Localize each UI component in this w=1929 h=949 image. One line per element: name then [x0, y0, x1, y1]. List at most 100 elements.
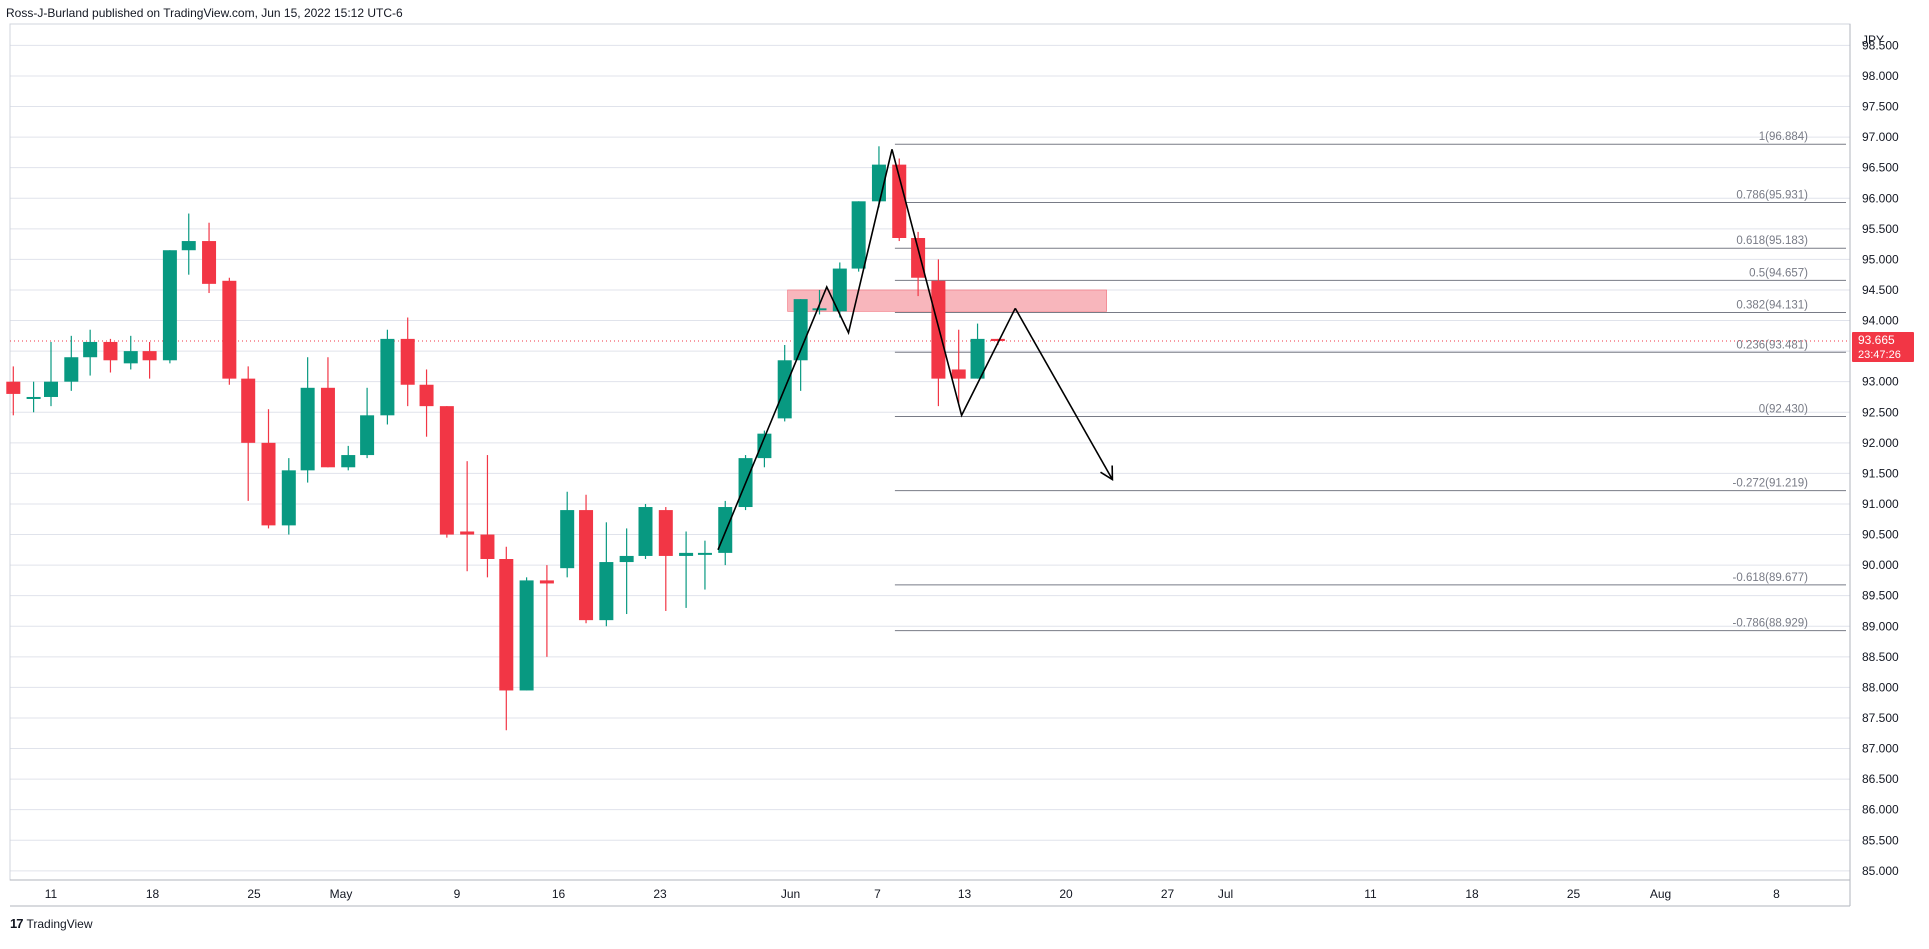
candle-up — [619, 555, 634, 563]
candle-up — [599, 562, 614, 621]
candle-up — [181, 241, 196, 251]
y-tick-label: 88.500 — [1862, 650, 1899, 664]
x-tick-label: 27 — [1161, 887, 1175, 901]
y-tick-label: 90.000 — [1862, 558, 1899, 572]
currency-label: JPY — [1862, 33, 1884, 47]
tradingview-footer[interactable]: 17 TradingView — [10, 916, 93, 931]
candle-down — [419, 384, 434, 407]
candle-up — [281, 470, 296, 526]
x-tick-label: 23 — [653, 887, 667, 901]
y-tick-label: 92.500 — [1862, 405, 1899, 419]
candle-up — [64, 357, 79, 382]
candle-down — [951, 369, 966, 379]
fib-level-label: 0(92.430) — [1759, 404, 1808, 416]
y-tick-label: 96.500 — [1862, 161, 1899, 175]
candle-down — [480, 534, 495, 559]
y-tick-label: 87.500 — [1862, 711, 1899, 725]
candle-up — [44, 381, 58, 397]
y-tick-label: 89.500 — [1862, 589, 1899, 603]
candle-up — [812, 308, 827, 311]
fib-level-label: 0.786(95.931) — [1736, 189, 1808, 201]
candle-up — [360, 415, 375, 456]
y-tick-label: 89.000 — [1862, 619, 1899, 633]
y-tick-label: 96.000 — [1862, 191, 1899, 205]
x-tick-label: 11 — [45, 887, 58, 901]
candle-down — [539, 580, 554, 584]
candle-down — [320, 387, 335, 468]
candle-up — [380, 338, 395, 416]
candle-down — [142, 351, 157, 361]
publisher-header: Ross-J-Burland published on TradingView.… — [6, 6, 403, 20]
y-tick-label: 95.500 — [1862, 222, 1899, 236]
candle-down — [103, 341, 118, 361]
y-tick-label: 90.500 — [1862, 528, 1899, 542]
y-tick-label: 87.000 — [1862, 742, 1899, 756]
resistance-zone — [787, 289, 1107, 312]
candle-up — [697, 552, 712, 555]
candle-down — [579, 510, 594, 621]
pattern-path — [717, 149, 1016, 551]
tradingview-brand: TradingView — [26, 916, 93, 931]
candle-up — [162, 250, 177, 361]
candle-down — [990, 338, 1005, 342]
x-tick-label: 18 — [1465, 887, 1479, 901]
y-tick-label: 91.500 — [1862, 466, 1899, 480]
candle-up — [83, 341, 98, 358]
candle-down — [241, 378, 256, 443]
y-tick-label: 95.000 — [1862, 252, 1899, 266]
candle-down — [6, 381, 21, 394]
plot-frame — [9, 23, 1851, 881]
y-tick-label: 88.000 — [1862, 680, 1899, 694]
candle-down — [202, 241, 217, 284]
last-price-countdown: 23:47:26 — [1858, 349, 1901, 361]
candle-up — [793, 299, 808, 361]
candle-up — [832, 268, 847, 312]
candle-down — [499, 559, 514, 691]
candle-up — [519, 580, 534, 691]
candle-down — [911, 238, 926, 278]
candle-up — [300, 387, 315, 471]
x-tick-label: 20 — [1059, 887, 1073, 901]
y-tick-label: 86.500 — [1862, 772, 1899, 786]
fib-level-label: 0.382(94.131) — [1736, 300, 1808, 312]
candle-up — [679, 552, 694, 556]
x-tick-label: 11 — [1364, 887, 1377, 901]
y-tick-label: 93.000 — [1862, 375, 1899, 389]
y-tick-label: 85.500 — [1862, 833, 1899, 847]
x-tick-label: 16 — [552, 887, 566, 901]
x-tick-label: Jun — [781, 887, 800, 901]
candle-up — [341, 455, 356, 468]
x-tick-label: 9 — [454, 887, 461, 901]
y-tick-label: 94.000 — [1862, 314, 1899, 328]
x-tick-label: 25 — [247, 887, 261, 901]
y-tick-label: 97.500 — [1862, 100, 1899, 114]
candle-up — [638, 507, 653, 556]
x-tick-label: Jul — [1218, 887, 1233, 901]
y-tick-label: 85.000 — [1862, 864, 1899, 878]
y-tick-label: 98.500 — [1862, 38, 1899, 52]
candle-down — [658, 510, 673, 556]
candle-up — [757, 433, 772, 459]
candle-up — [560, 510, 575, 569]
fib-level-label: 0.236(93.481) — [1736, 339, 1808, 351]
x-tick-label: 13 — [958, 887, 972, 901]
x-tick-label: 18 — [146, 887, 160, 901]
candle-up — [123, 351, 138, 364]
candle-down — [261, 442, 276, 526]
x-tick-label: 7 — [874, 887, 881, 901]
candle-down — [439, 406, 454, 535]
candle-up — [970, 338, 985, 379]
fib-level-label: 0.5(94.657) — [1749, 267, 1808, 279]
y-tick-label: 98.000 — [1862, 69, 1899, 83]
x-tick-label: May — [330, 887, 353, 901]
candle-down — [400, 338, 415, 385]
tradingview-logo-icon: 17 — [10, 916, 24, 931]
fib-level-label: -0.786(88.929) — [1733, 618, 1809, 630]
x-tick-label: Aug — [1650, 887, 1671, 901]
fib-level-label: 1(96.884) — [1759, 131, 1808, 143]
last-price-badge — [1852, 332, 1914, 363]
fib-level-label: -0.618(89.677) — [1733, 572, 1809, 584]
y-tick-label: 86.000 — [1862, 803, 1899, 817]
